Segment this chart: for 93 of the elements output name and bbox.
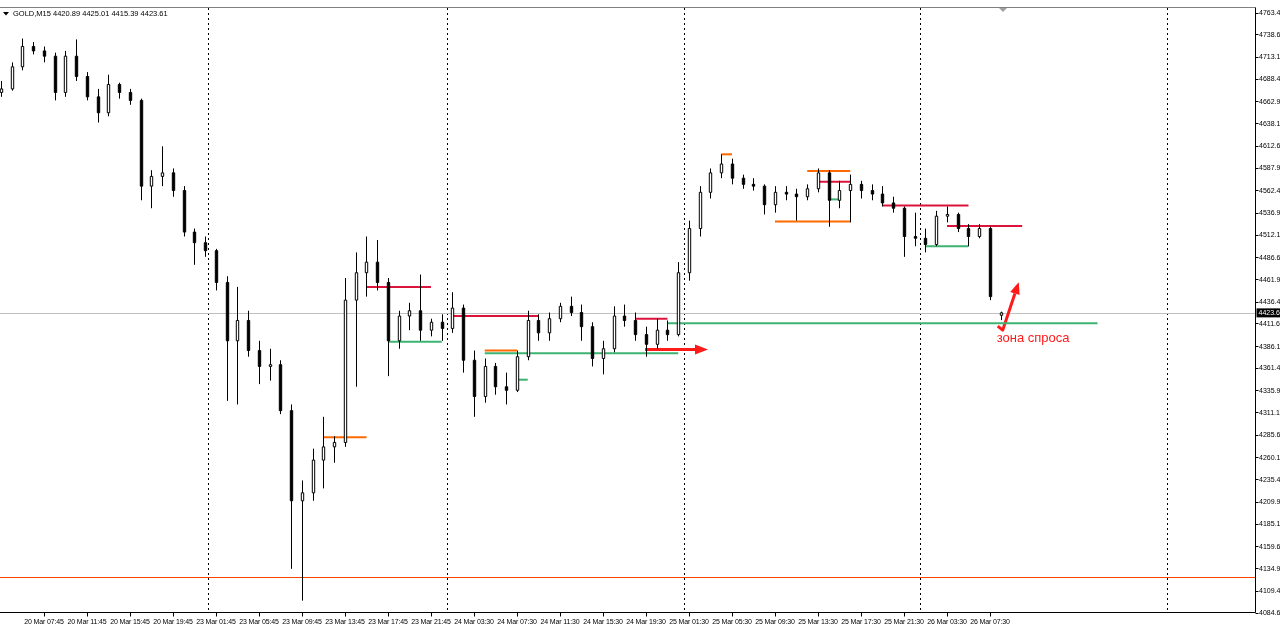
- candlestick: [837, 180, 842, 209]
- candlestick: [848, 174, 853, 223]
- candlestick: [268, 348, 273, 382]
- candlestick: [386, 277, 391, 377]
- candlestick: [579, 304, 584, 342]
- candlestick: [945, 205, 950, 223]
- candlestick: [321, 416, 326, 489]
- candlestick: [773, 185, 778, 214]
- candlestick: [0, 80, 4, 98]
- candlestick: [923, 228, 928, 253]
- candlestick: [139, 98, 144, 201]
- candlestick: [547, 312, 552, 342]
- candlestick: [784, 185, 789, 201]
- candlestick: [63, 50, 68, 98]
- candlestick: [880, 185, 885, 207]
- candlestick: [966, 223, 971, 247]
- candlestick: [407, 302, 412, 331]
- candlestick: [429, 318, 434, 337]
- candlestick: [493, 362, 498, 396]
- candlestick: [558, 302, 563, 323]
- candlestick: [633, 312, 638, 342]
- candlestick: [375, 239, 380, 291]
- candlestick: [225, 275, 230, 402]
- candlestick: [687, 220, 692, 282]
- annotation: зона спроса: [996, 330, 1071, 346]
- candlestick: [257, 340, 262, 385]
- candlestick: [601, 340, 606, 375]
- candlestick: [96, 88, 101, 123]
- candlestick: [977, 223, 982, 239]
- candlestick: [719, 153, 724, 179]
- candlestick: [53, 52, 58, 101]
- candlestick: [536, 313, 541, 342]
- candlestick: [278, 359, 283, 415]
- candlestick: [891, 196, 896, 214]
- candlestick: [461, 304, 466, 374]
- candlestick: [214, 248, 219, 291]
- candlestick: [171, 167, 176, 198]
- candlestick: [192, 228, 197, 266]
- candlestick: [235, 286, 240, 405]
- candlestick: [343, 277, 348, 448]
- candlestick: [354, 251, 359, 388]
- candlestick: [106, 74, 111, 117]
- candlestick: [590, 321, 595, 367]
- candlestick: [440, 313, 445, 342]
- candlestick: [956, 212, 961, 233]
- candlestick: [42, 45, 47, 63]
- candlestick: [246, 310, 251, 358]
- candlestick: [74, 38, 79, 82]
- candlestick: [999, 311, 1004, 321]
- candlestick: [612, 305, 617, 353]
- candlestick: [397, 310, 402, 350]
- candlestick: [418, 274, 423, 342]
- candlestick: [31, 41, 36, 55]
- candlestick: [289, 403, 294, 570]
- candlestick: [698, 185, 703, 238]
- candlestick: [160, 145, 165, 187]
- candlestick: [569, 296, 574, 317]
- candlestick: [816, 167, 821, 193]
- candlestick: [311, 448, 316, 502]
- candlestick: [644, 326, 649, 358]
- candlestick: [182, 185, 187, 238]
- candlestick: [483, 357, 488, 404]
- candlestick: [762, 183, 767, 215]
- candlestick: [20, 38, 25, 71]
- candlestick: [870, 183, 875, 201]
- candlestick: [902, 205, 907, 258]
- candlestick: [332, 435, 337, 464]
- candlestick: [149, 169, 154, 209]
- candlestick: [10, 61, 15, 92]
- candlestick: [934, 210, 939, 247]
- candlestick: [794, 188, 799, 222]
- candlestick: [827, 169, 832, 228]
- candlestick: [117, 82, 122, 100]
- candlestick: [730, 158, 735, 185]
- candlestick: [128, 88, 133, 106]
- candlestick: [665, 319, 670, 342]
- candlestick: [676, 261, 681, 337]
- candlestick: [805, 183, 810, 201]
- candlestick: [450, 291, 455, 334]
- candlestick: [364, 236, 369, 298]
- candlestick: [741, 174, 746, 190]
- candlestick: [859, 180, 864, 199]
- candlestick: [622, 304, 627, 328]
- candlestick: [504, 372, 509, 405]
- candlestick: [515, 350, 520, 393]
- candlestick: [472, 350, 477, 418]
- candlestick: [526, 310, 531, 361]
- candlestick: [655, 318, 660, 350]
- candlestick: [913, 212, 918, 247]
- candlestick: [300, 479, 305, 602]
- candlestick: [751, 177, 756, 192]
- candlestick: [708, 167, 713, 199]
- candlestick: [85, 71, 90, 101]
